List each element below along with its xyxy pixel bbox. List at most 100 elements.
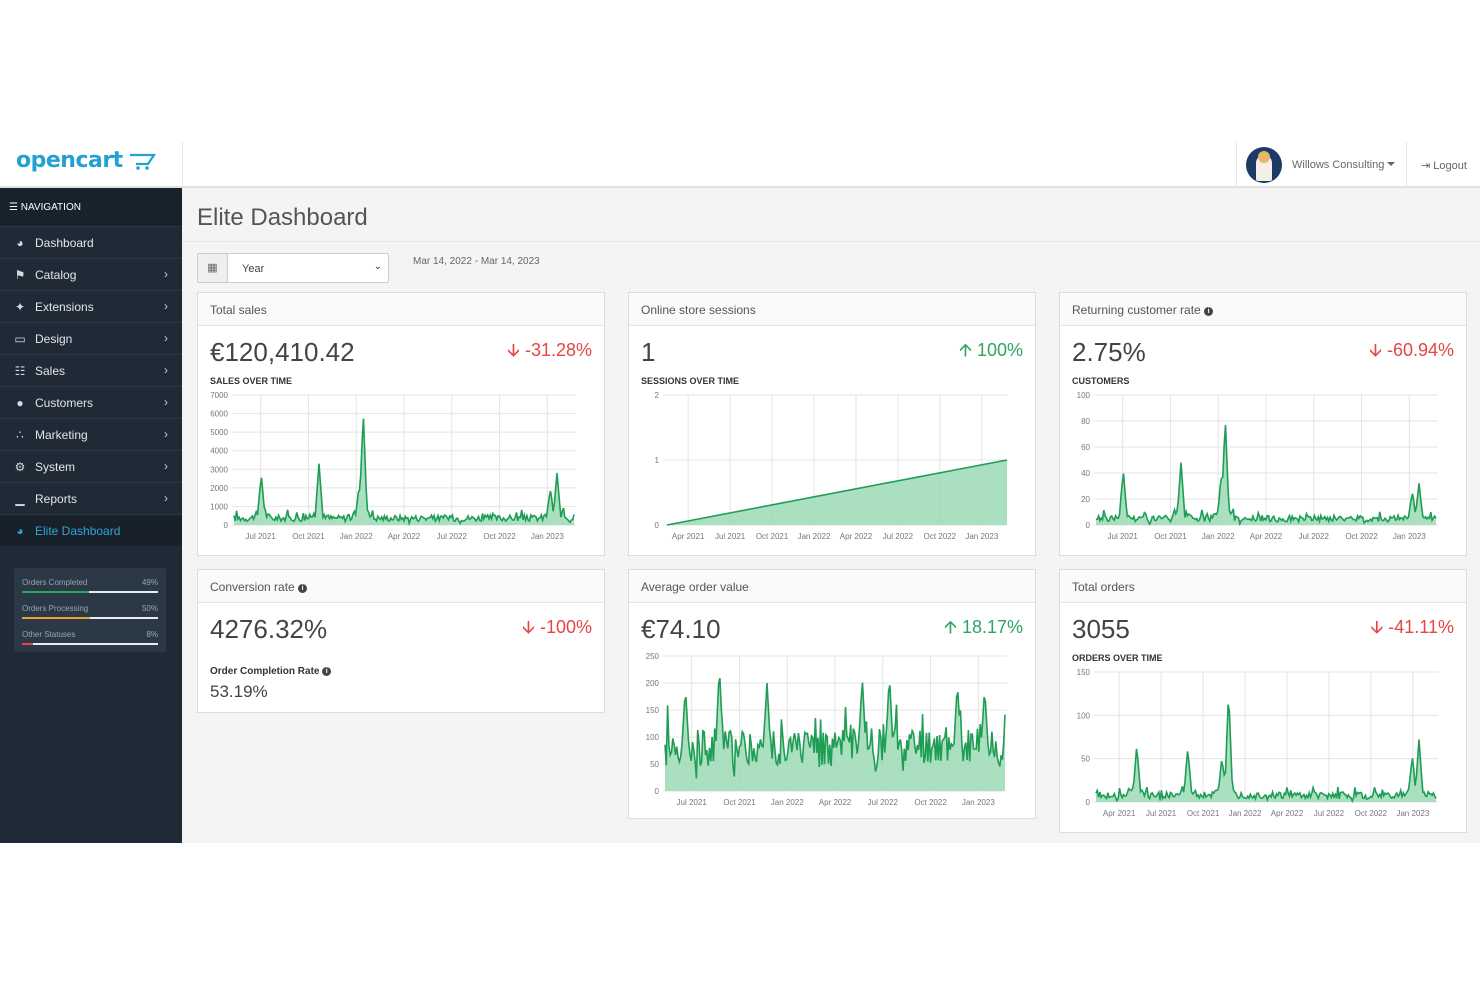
y-tick-label: 100	[1077, 711, 1091, 720]
opencart-logo[interactable]: opencart	[16, 148, 123, 173]
progress-fill	[22, 643, 33, 645]
info-icon[interactable]: i	[1204, 307, 1214, 316]
x-tick-label: Oct 2022	[924, 532, 957, 541]
info-icon[interactable]: i	[322, 667, 332, 676]
y-tick-label: 100	[646, 733, 660, 742]
total-orders-card: Total orders 3055 🡫 -41.11% ORDERS OVER …	[1059, 569, 1467, 833]
sidebar-item-label: Sales	[35, 364, 66, 378]
user-avatar[interactable]	[1246, 147, 1282, 183]
stat-value: 50%	[141, 604, 158, 613]
x-tick-label: Oct 2021	[723, 798, 756, 807]
series-line	[666, 459, 1008, 526]
status-stat: Other Statuses 8%	[22, 626, 158, 652]
x-tick-label: Jan 2022	[1202, 532, 1235, 541]
user-menu-toggle[interactable]: Willows Consulting	[1292, 159, 1385, 171]
y-tick-label: 0	[1086, 798, 1091, 807]
y-tick-label: 0	[224, 521, 229, 530]
sidebar-item-system[interactable]: ⚙ System ›	[0, 450, 182, 482]
sidebar-item-label: Extensions	[35, 300, 94, 314]
returning-customer-card: Returning customer rate i 2.75% 🡫 -60.94…	[1059, 292, 1467, 556]
user-icon: ●	[16, 396, 24, 410]
sidebar: ☰ NAVIGATION ◕ Dashboard ⚑ Catalog › ✦ Extensi…	[0, 188, 182, 843]
logout-link[interactable]: ⇥ Logout	[1421, 160, 1467, 172]
x-tick-label: Jul 2022	[437, 532, 468, 541]
x-tick-label: Jan 2023	[965, 532, 998, 541]
conversion-rate-delta: 🡫 -100%	[522, 617, 592, 637]
x-tick-label: Jan 2023	[1393, 532, 1426, 541]
sidebar-item-marketing[interactable]: ∴ Marketing ›	[0, 418, 182, 450]
y-tick-label: 0	[655, 521, 660, 530]
x-tick-label: Jul 2022	[883, 532, 914, 541]
info-icon[interactable]: i	[298, 584, 308, 593]
x-tick-label: Jul 2022	[868, 798, 899, 807]
sidebar-item-label: Catalog	[35, 268, 77, 282]
sales-over-time-chart: 0 1000 2000 3000 4000 5000 6000 7000 Jul 2021 Oct…	[210, 391, 576, 541]
stat-label: Other Statuses	[22, 630, 76, 639]
y-tick-label: 40	[1081, 469, 1090, 478]
nav-list: ◕ Dashboard ⚑ Catalog › ✦ Extensions › ▭ Design › ☷…	[0, 226, 182, 546]
y-tick-label: 1	[655, 456, 660, 465]
card-title: Conversion rate i	[198, 570, 604, 603]
progress-fill	[22, 617, 90, 619]
header-divider	[182, 142, 183, 188]
arrow-up-icon: 🡩	[944, 617, 962, 637]
progress-track	[22, 591, 158, 593]
average-order-card: Average order value €74.10 🡩 18.17% 0 50 1…	[628, 569, 1036, 819]
series-line	[233, 418, 575, 527]
sidebar-item-label: Marketing	[35, 428, 88, 442]
chevron-right-icon: ›	[164, 427, 168, 441]
sidebar-item-extensions[interactable]: ✦ Extensions ›	[0, 290, 182, 322]
top-header: opencart Willows Consulting ⇥ Logout	[0, 142, 1480, 188]
x-tick-label: Apr 2021	[1103, 809, 1136, 818]
bar-chart-icon: ▁	[15, 492, 25, 506]
x-tick-label: Jan 2022	[798, 532, 831, 541]
sidebar-item-dashboard[interactable]: ◕ Dashboard	[0, 226, 182, 258]
progress-track	[22, 643, 158, 645]
x-tick-label: Oct 2021	[756, 532, 789, 541]
x-tick-label: Apr 2022	[1250, 532, 1283, 541]
sidebar-item-reports[interactable]: ▁ Reports ›	[0, 482, 182, 514]
range-select[interactable]: ▦ Year ⌄	[197, 253, 389, 283]
sidebar-item-label: Dashboard	[35, 236, 94, 250]
chart-label: ORDERS OVER TIME	[1072, 653, 1163, 663]
series-line	[1095, 704, 1437, 804]
dashboard-icon: ◕	[16, 524, 24, 538]
total-orders-value: 3055	[1072, 614, 1130, 644]
y-tick-label: 2	[655, 391, 660, 400]
returning-rate-value: 2.75%	[1072, 337, 1146, 367]
sessions-card: Online store sessions 1 🡩 100% SESSIONS …	[628, 292, 1036, 556]
sidebar-item-label: Design	[35, 332, 73, 346]
x-tick-label: Oct 2021	[1154, 532, 1187, 541]
total-orders-delta: 🡫 -41.11%	[1370, 617, 1454, 637]
card-title: Total orders	[1060, 570, 1466, 603]
sidebar-item-customers[interactable]: ● Customers ›	[0, 386, 182, 418]
arrow-down-icon: 🡫	[507, 340, 525, 360]
y-tick-label: 6000	[210, 410, 228, 419]
chevron-right-icon: ›	[164, 267, 168, 281]
caret-down-icon[interactable]	[1387, 162, 1395, 166]
card-title: Average order value	[629, 570, 1035, 603]
x-tick-label: Apr 2021	[672, 532, 705, 541]
total-sales-delta: 🡫 -31.28%	[507, 340, 592, 360]
page-title: Elite Dashboard	[197, 204, 368, 231]
monitor-icon: ▭	[14, 332, 26, 346]
range-select-value: Year	[242, 263, 265, 275]
arrow-down-icon: 🡫	[522, 617, 540, 637]
x-tick-label: Jul 2021	[1108, 532, 1139, 541]
x-tick-label: Jan 2022	[340, 532, 373, 541]
returning-rate-delta: 🡫 -60.94%	[1369, 340, 1454, 360]
chevron-right-icon: ›	[164, 459, 168, 473]
date-range-text: Mar 14, 2022 - Mar 14, 2023	[413, 256, 540, 267]
calendar-icon[interactable]: ▦	[198, 254, 228, 282]
arrow-up-icon: 🡩	[959, 340, 977, 360]
sidebar-item-catalog[interactable]: ⚑ Catalog ›	[0, 258, 182, 290]
sidebar-item-design[interactable]: ▭ Design ›	[0, 322, 182, 354]
chevron-down-icon: ⌄	[373, 261, 382, 272]
sidebar-item-sales[interactable]: ☷ Sales ›	[0, 354, 182, 386]
x-tick-label: Jul 2021	[1146, 809, 1177, 818]
header-divider	[1406, 142, 1407, 188]
y-tick-label: 80	[1081, 417, 1090, 426]
conversion-rate-card: Conversion rate i 4276.32% 🡫 -100% Order…	[197, 569, 605, 713]
sidebar-item-elite-dashboard[interactable]: ◕ Elite Dashboard	[0, 514, 182, 546]
order-completion-value: 53.19%	[210, 682, 268, 701]
